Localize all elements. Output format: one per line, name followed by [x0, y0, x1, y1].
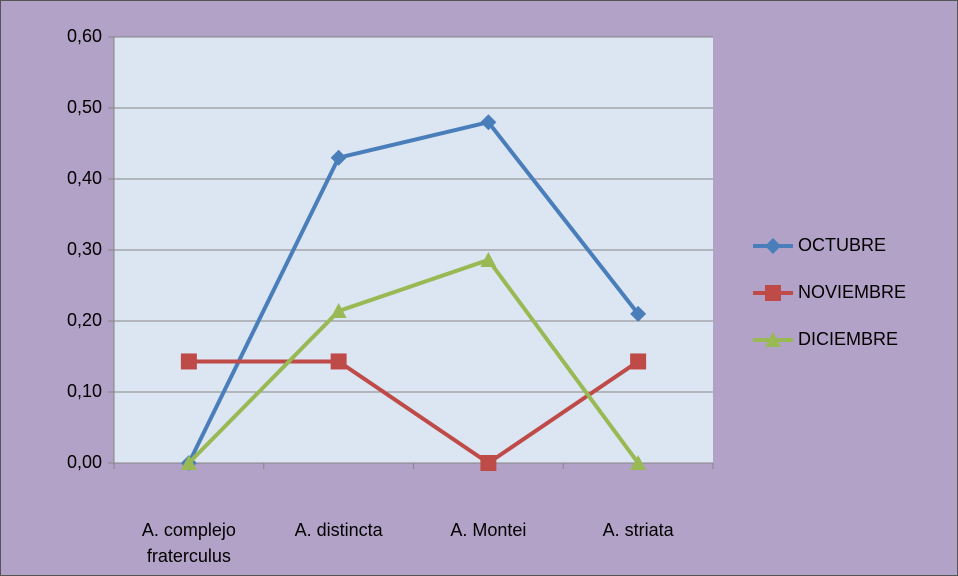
legend-marker: [765, 332, 781, 347]
marker: [630, 455, 647, 470]
marker: [330, 149, 347, 166]
marker: [180, 455, 197, 470]
y-tick-label: 0,30: [67, 239, 102, 259]
series-line: [188, 359, 640, 465]
legend-marker: [765, 238, 781, 254]
marker: [480, 455, 497, 471]
x-tick-label: A. striata: [602, 520, 674, 540]
marker: [630, 305, 647, 322]
legend-marker: [765, 285, 781, 301]
y-tick-label: 0,40: [67, 168, 102, 188]
y-tick-label: 0,10: [67, 381, 102, 401]
y-tick-label: 0,60: [67, 26, 102, 46]
marker: [330, 303, 347, 319]
x-tick-label: A. distincta: [294, 520, 383, 540]
y-tick-label: 0,20: [67, 310, 102, 330]
marker: [180, 353, 197, 370]
x-tick-label: A. complejo fraterculus: [141, 520, 236, 566]
x-tick-label: A. Montei: [450, 520, 527, 540]
y-tick-label: 0,50: [67, 97, 102, 117]
series-line: [187, 257, 640, 465]
legend-label: OCTUBRE: [798, 235, 886, 255]
legend-label: DICIEMBRE: [798, 329, 898, 349]
marker: [480, 114, 497, 131]
legend-label: NOVIEMBRE: [798, 282, 906, 302]
marker: [630, 353, 647, 370]
y-tick-label: 0,00: [67, 452, 102, 472]
marker: [330, 353, 347, 370]
series-line: [187, 120, 640, 464]
marker: [480, 251, 497, 267]
